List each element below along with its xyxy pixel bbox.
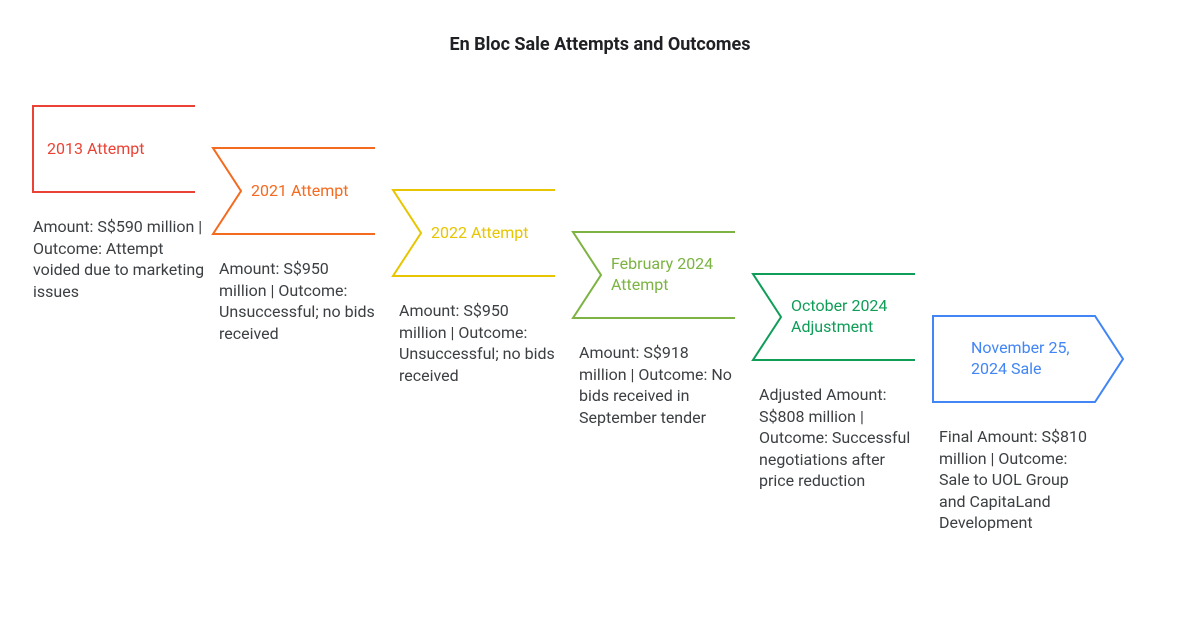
timeline-step: 2013 AttemptAmount: S$590 million | Outc… xyxy=(33,106,223,192)
step-label: February 2024 Attempt xyxy=(611,232,729,318)
step-description: Amount: S$950 million | Outcome: Unsucce… xyxy=(219,258,377,344)
step-label: 2013 Attempt xyxy=(47,106,189,192)
step-description: Adjusted Amount: S$808 million | Outcome… xyxy=(759,384,917,492)
timeline-step: October 2024 AdjustmentAdjusted Amount: … xyxy=(753,274,943,360)
page-title: En Bloc Sale Attempts and Outcomes xyxy=(0,34,1200,55)
step-description: Amount: S$590 million | Outcome: Attempt… xyxy=(33,216,213,302)
step-description: Final Amount: S$810 million | Outcome: S… xyxy=(939,426,1097,534)
timeline-step: February 2024 AttemptAmount: S$918 milli… xyxy=(573,232,763,318)
step-description: Amount: S$918 million | Outcome: No bids… xyxy=(579,342,737,428)
timeline-step: 2022 AttemptAmount: S$950 million | Outc… xyxy=(393,190,583,276)
step-description: Amount: S$950 million | Outcome: Unsucce… xyxy=(399,300,557,386)
step-label: 2022 Attempt xyxy=(431,190,549,276)
timeline-step: 2021 AttemptAmount: S$950 million | Outc… xyxy=(213,148,403,234)
step-label: October 2024 Adjustment xyxy=(791,274,909,360)
step-label: November 25, 2024 Sale xyxy=(971,316,1089,402)
step-label: 2021 Attempt xyxy=(251,148,369,234)
timeline-step: November 25, 2024 SaleFinal Amount: S$81… xyxy=(933,316,1123,402)
